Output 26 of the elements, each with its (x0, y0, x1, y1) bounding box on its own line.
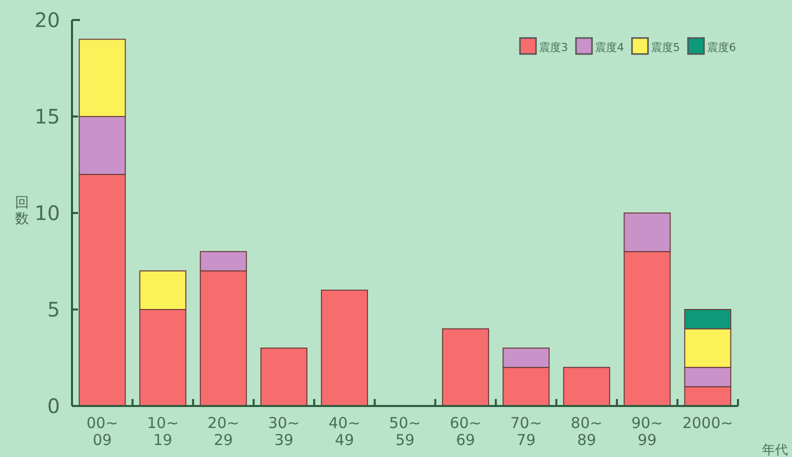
x-tick-label: 40~49 (328, 414, 360, 449)
x-tick-label: 10~19 (146, 414, 179, 449)
x-tick-label: 80~89 (570, 414, 602, 449)
legend-label: 震度3 (539, 41, 568, 54)
x-axis-title: 年代 (762, 443, 788, 457)
y-tick-label: 20 (34, 8, 60, 32)
x-tick-label: 2000~ (682, 414, 734, 432)
legend-label: 震度5 (651, 41, 680, 54)
x-tick-label: 50~59 (389, 414, 421, 449)
bar (320, 290, 368, 406)
y-tick-label: 5 (47, 298, 60, 322)
legend-label: 震度4 (595, 41, 624, 54)
bar (442, 328, 490, 406)
x-tick-label: 30~39 (268, 414, 300, 449)
x-tick-label: 90~99 (631, 414, 664, 449)
y-tick-label: 10 (34, 201, 60, 225)
bar (260, 348, 308, 406)
x-tick-label: 70~79 (510, 414, 542, 449)
y-tick-label: 15 (34, 104, 60, 128)
bar (563, 366, 610, 406)
legend-label: 震度6 (707, 41, 736, 54)
x-tick-label: 60~69 (450, 414, 482, 449)
y-axis-title: 回数 (15, 195, 29, 227)
x-tick-label: 20~29 (208, 414, 240, 449)
x-tick-label: 00~09 (86, 414, 118, 449)
y-tick-label: 0 (47, 394, 60, 418)
